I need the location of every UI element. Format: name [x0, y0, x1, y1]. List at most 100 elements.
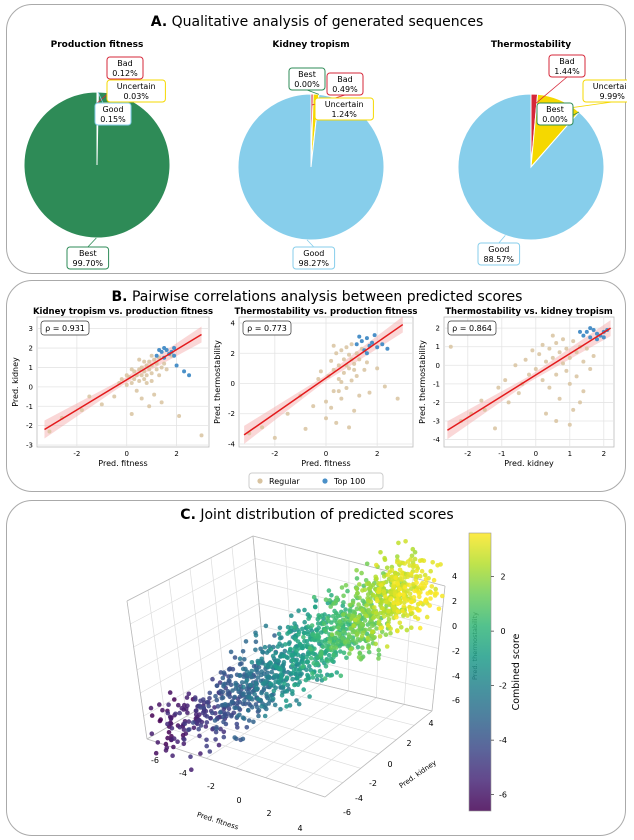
point-regular [129, 380, 134, 385]
x-tick-label: -2 [464, 450, 471, 458]
point-3d [262, 644, 268, 650]
point-3d [290, 670, 296, 676]
point-regular [144, 373, 149, 378]
point-3d [319, 639, 325, 645]
point-3d [300, 626, 305, 632]
point-3d [265, 664, 271, 670]
point-regular [47, 429, 52, 434]
pie-label-name: Uncertain [117, 82, 156, 91]
point-3d [400, 608, 405, 614]
pie-label-box [288, 67, 326, 91]
point-3d [343, 607, 348, 612]
point-3d [256, 713, 261, 719]
point-3d [207, 690, 213, 696]
point-3d [182, 721, 188, 726]
point-3d [389, 590, 394, 596]
point-3d [423, 577, 429, 582]
x-axis-label: Pred. fitness [301, 459, 350, 468]
point-3d [268, 646, 274, 652]
point-3d [228, 649, 234, 655]
point-3d [253, 667, 259, 673]
point-regular [303, 426, 308, 431]
point-top100 [375, 345, 380, 350]
point-3d [397, 587, 402, 592]
point-3d [244, 725, 250, 730]
point-3d [341, 600, 346, 605]
point-3d [302, 630, 307, 636]
pie-label-pct: 0.00% [542, 115, 568, 124]
point-3d [167, 690, 173, 695]
point-3d [217, 680, 223, 685]
point-3d [405, 598, 410, 603]
x-axis-label: Pred. fitness [196, 811, 240, 832]
point-3d [291, 667, 297, 672]
point-regular [561, 337, 565, 342]
point-3d [410, 546, 416, 552]
point-3d [317, 615, 323, 620]
point-3d [334, 598, 339, 604]
point-3d [171, 744, 176, 750]
point-regular [152, 357, 157, 362]
point-3d [309, 623, 315, 628]
point-3d [414, 580, 419, 586]
point-3d [440, 593, 445, 599]
point-3d [372, 605, 377, 610]
point-3d [407, 591, 413, 596]
scatter-kidney-vs-fitness: Kidney tropism vs. production fitness -2 0… [11, 307, 213, 468]
point-3d [232, 655, 238, 660]
point-regular [354, 373, 359, 378]
point-3d [258, 672, 264, 678]
pie-label-name: Bad [559, 57, 574, 66]
point-3d [240, 715, 246, 721]
point-3d [283, 698, 289, 703]
x-tick-label: -4 [179, 769, 187, 778]
point-3d [374, 610, 379, 616]
z-tick-label: 0 [452, 622, 457, 631]
point-regular [349, 378, 354, 383]
point-3d [234, 721, 240, 727]
point-3d [239, 661, 244, 666]
point-3d [176, 702, 181, 708]
point-3d [357, 650, 363, 656]
point-regular [134, 388, 139, 393]
point-3d [188, 754, 193, 759]
point-3d [417, 558, 423, 563]
point-regular [344, 345, 349, 350]
point-3d [412, 556, 418, 562]
colorbar-tick-label: -2 [499, 682, 507, 691]
point-3d [285, 655, 291, 661]
point-3d [302, 619, 308, 625]
point-3d [310, 675, 316, 680]
x-tick-label: 0 [324, 450, 328, 458]
point-regular [339, 348, 344, 353]
point-3d [433, 586, 439, 592]
pie-slice-best [23, 91, 171, 239]
x-tick-label: 0 [236, 796, 241, 805]
pie-slice-good [457, 93, 605, 241]
y-axis-label: Pred. kidney [398, 759, 438, 790]
legend-top100: Top 100 [333, 477, 365, 486]
point-3d [283, 642, 288, 647]
pie-label-name: Good [303, 249, 324, 258]
point-3d [216, 742, 222, 748]
point-3d [314, 628, 320, 633]
y-tick-label: -1 [26, 403, 33, 411]
point-3d [261, 685, 267, 691]
point-3d [302, 607, 307, 613]
point-3d [269, 669, 275, 675]
point-3d [173, 711, 178, 717]
point-3d [284, 688, 290, 694]
point-regular [352, 361, 357, 366]
x-tick-label: -6 [151, 756, 159, 765]
point-3d [425, 591, 431, 596]
point-3d [200, 710, 206, 716]
point-regular [567, 381, 572, 386]
point-3d [367, 609, 372, 614]
point-3d [391, 580, 397, 586]
x-tick-label: -2 [73, 450, 80, 458]
point-3d [389, 567, 395, 573]
point-regular [567, 355, 572, 360]
x-tick-label: -1 [498, 450, 505, 458]
point-top100 [372, 333, 377, 338]
point-3d [323, 664, 329, 669]
